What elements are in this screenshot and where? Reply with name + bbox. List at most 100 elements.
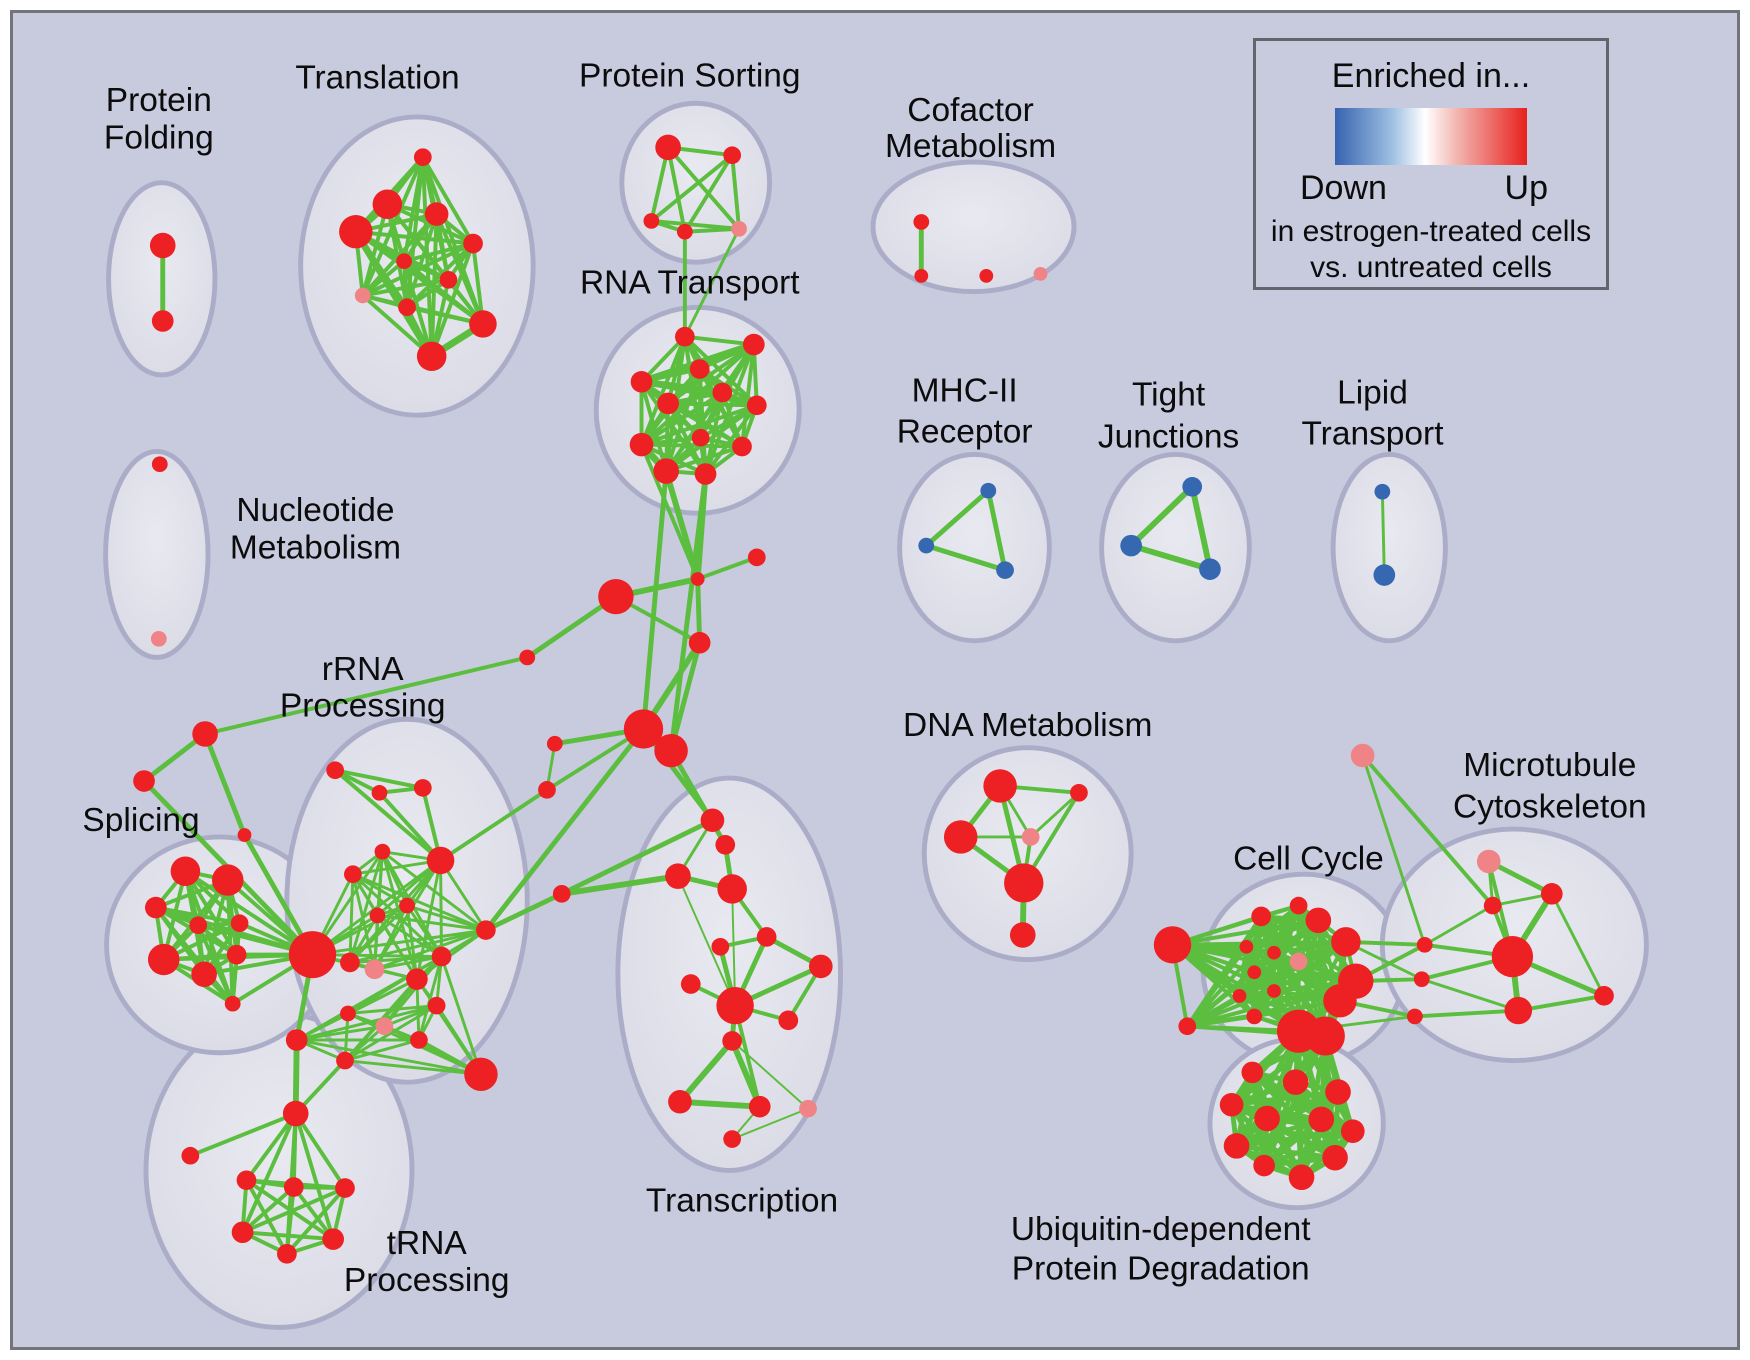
cluster-label-protein-sorting: Protein Sorting: [579, 58, 800, 95]
edge-ps1-ps5: [666, 145, 742, 231]
node-r20: [464, 1057, 498, 1091]
edge-pk2-x1: [1361, 754, 1427, 947]
node-s8: [226, 944, 247, 965]
cluster-label-mhc-ii-receptor-line2: Receptor: [897, 414, 1033, 451]
edge-tru-th1: [244, 1111, 298, 1183]
edge-th2-th4: [240, 1185, 296, 1235]
node-c16: [1305, 1016, 1345, 1056]
node-tr2: [715, 834, 736, 855]
edge-t4-t11: [352, 228, 436, 360]
node-la2: [538, 781, 556, 799]
node-c6: [1289, 952, 1308, 971]
node-u6: [1308, 1106, 1335, 1133]
node-th1: [236, 1170, 257, 1191]
edge-rt6-rt7: [666, 401, 759, 408]
node-r1: [326, 761, 345, 780]
edge-rt4-rt5: [638, 378, 726, 397]
cluster-label-lipid-transport-line1: Lipid: [1337, 374, 1408, 411]
edge-r13-r17: [417, 955, 444, 1042]
node-t11: [416, 341, 447, 372]
edge-j2-j3: [1128, 542, 1213, 573]
node-m1: [980, 482, 997, 499]
node-tr0: [552, 885, 571, 903]
cluster-label-lipid-transport-line2: Transport: [1301, 416, 1444, 453]
node-c5: [1267, 945, 1281, 960]
node-r14: [427, 996, 446, 1015]
legend-gradient-bar: [1335, 108, 1527, 165]
edge-x2-mt3: [1420, 977, 1520, 1013]
edge-m1-m3: [985, 488, 1008, 573]
edge-rt4-rt12: [639, 379, 708, 476]
node-t5: [463, 233, 483, 254]
cluster-label-nucleotide-metabolism-line1: Nucleotide: [236, 492, 394, 529]
edge-u7-u9: [1261, 1128, 1356, 1168]
edge-tr11-tr12: [676, 1038, 736, 1105]
node-r10: [364, 959, 385, 980]
edge-d2-d4: [1029, 791, 1081, 839]
edge-rt2-rt10: [740, 342, 756, 449]
edge-t4-t5: [353, 229, 476, 246]
cluster-label-tight-junctions-line1: Tight: [1132, 376, 1206, 413]
cluster-label-dna-metabolism: DNA Metabolism: [903, 707, 1152, 744]
node-c3: [1289, 896, 1308, 915]
edge-pk2-mt2: [1360, 753, 1495, 908]
edge-cc0-cn3: [524, 594, 619, 660]
node-mth: [1491, 936, 1534, 978]
node-c8: [1232, 988, 1247, 1003]
cluster-label-cofactor-metabolism-line2: Metabolism: [885, 128, 1056, 165]
cluster-ellipse-lipid-transport: [1330, 451, 1448, 644]
edge-c10-c12: [1252, 939, 1348, 1019]
legend-caption-line1: in estrogen-treated cells: [1270, 215, 1592, 248]
node-mt1: [1540, 883, 1563, 905]
node-tr12: [668, 1090, 692, 1114]
edge-r14-r15: [346, 1004, 439, 1015]
edge-mt3-mt4: [1516, 993, 1606, 1013]
node-tr9: [716, 987, 754, 1025]
legend-caption-line2: vs. untreated cells: [1310, 251, 1552, 284]
edge-u8-u10: [1234, 1143, 1338, 1161]
edge-x1-mt2: [1423, 904, 1495, 947]
node-c2: [1251, 906, 1272, 927]
edge-s2-s9: [225, 878, 235, 1006]
edge-th2-th6: [284, 1185, 296, 1256]
node-t8: [354, 287, 371, 304]
node-t4: [339, 215, 373, 249]
edge-tru-th5: [293, 1111, 336, 1242]
cluster-label-nucleotide-metabolism-line2: Metabolism: [230, 529, 401, 566]
edge-spt1-spt3: [202, 731, 247, 838]
node-u5: [1254, 1105, 1280, 1132]
edge-r7-r11: [405, 904, 488, 932]
edge-c10-c11: [1252, 918, 1321, 1019]
cluster-label-translation: Translation: [295, 60, 459, 97]
cluster-label-splicing: Splicing: [82, 802, 199, 839]
edge-r7-r12: [405, 904, 419, 981]
node-c14: [1323, 984, 1357, 1018]
node-hub1: [623, 709, 664, 749]
node-mh: [288, 931, 337, 979]
node-cf1: [913, 214, 930, 230]
edge-th3-th4: [240, 1186, 347, 1235]
edge-t7-t8: [360, 277, 451, 298]
cluster-label-cell-cycle: Cell Cycle: [1233, 840, 1384, 877]
edge-tr11-tr13: [729, 1038, 763, 1110]
node-x3: [1406, 1008, 1423, 1025]
cluster-label-ubiquitin-degradation-line2: Protein Degradation: [1012, 1250, 1310, 1287]
edge-x3-mt3: [1412, 1008, 1521, 1019]
node-cf3: [979, 269, 994, 283]
edge-th1-th6: [244, 1178, 289, 1256]
cluster-ellipse-tight-junctions: [1099, 451, 1252, 644]
cluster-label-microtubule-cytoskeleton-line2: Cytoskeleton: [1453, 788, 1647, 825]
node-c11: [1305, 907, 1332, 934]
node-d2: [1070, 783, 1088, 802]
edge-ps2-ps3: [649, 153, 735, 223]
node-r8: [369, 907, 386, 924]
node-u8: [1223, 1133, 1250, 1159]
edge-j1-j3: [1189, 483, 1213, 573]
node-tr3: [665, 863, 691, 889]
node-s5: [230, 914, 249, 933]
node-r6: [426, 846, 455, 875]
node-t7: [439, 270, 458, 289]
cluster-label-protein-folding-line1: Protein: [106, 82, 212, 119]
edge-tru-tx1: [188, 1111, 298, 1158]
edge-ps2-ps4: [682, 153, 735, 234]
